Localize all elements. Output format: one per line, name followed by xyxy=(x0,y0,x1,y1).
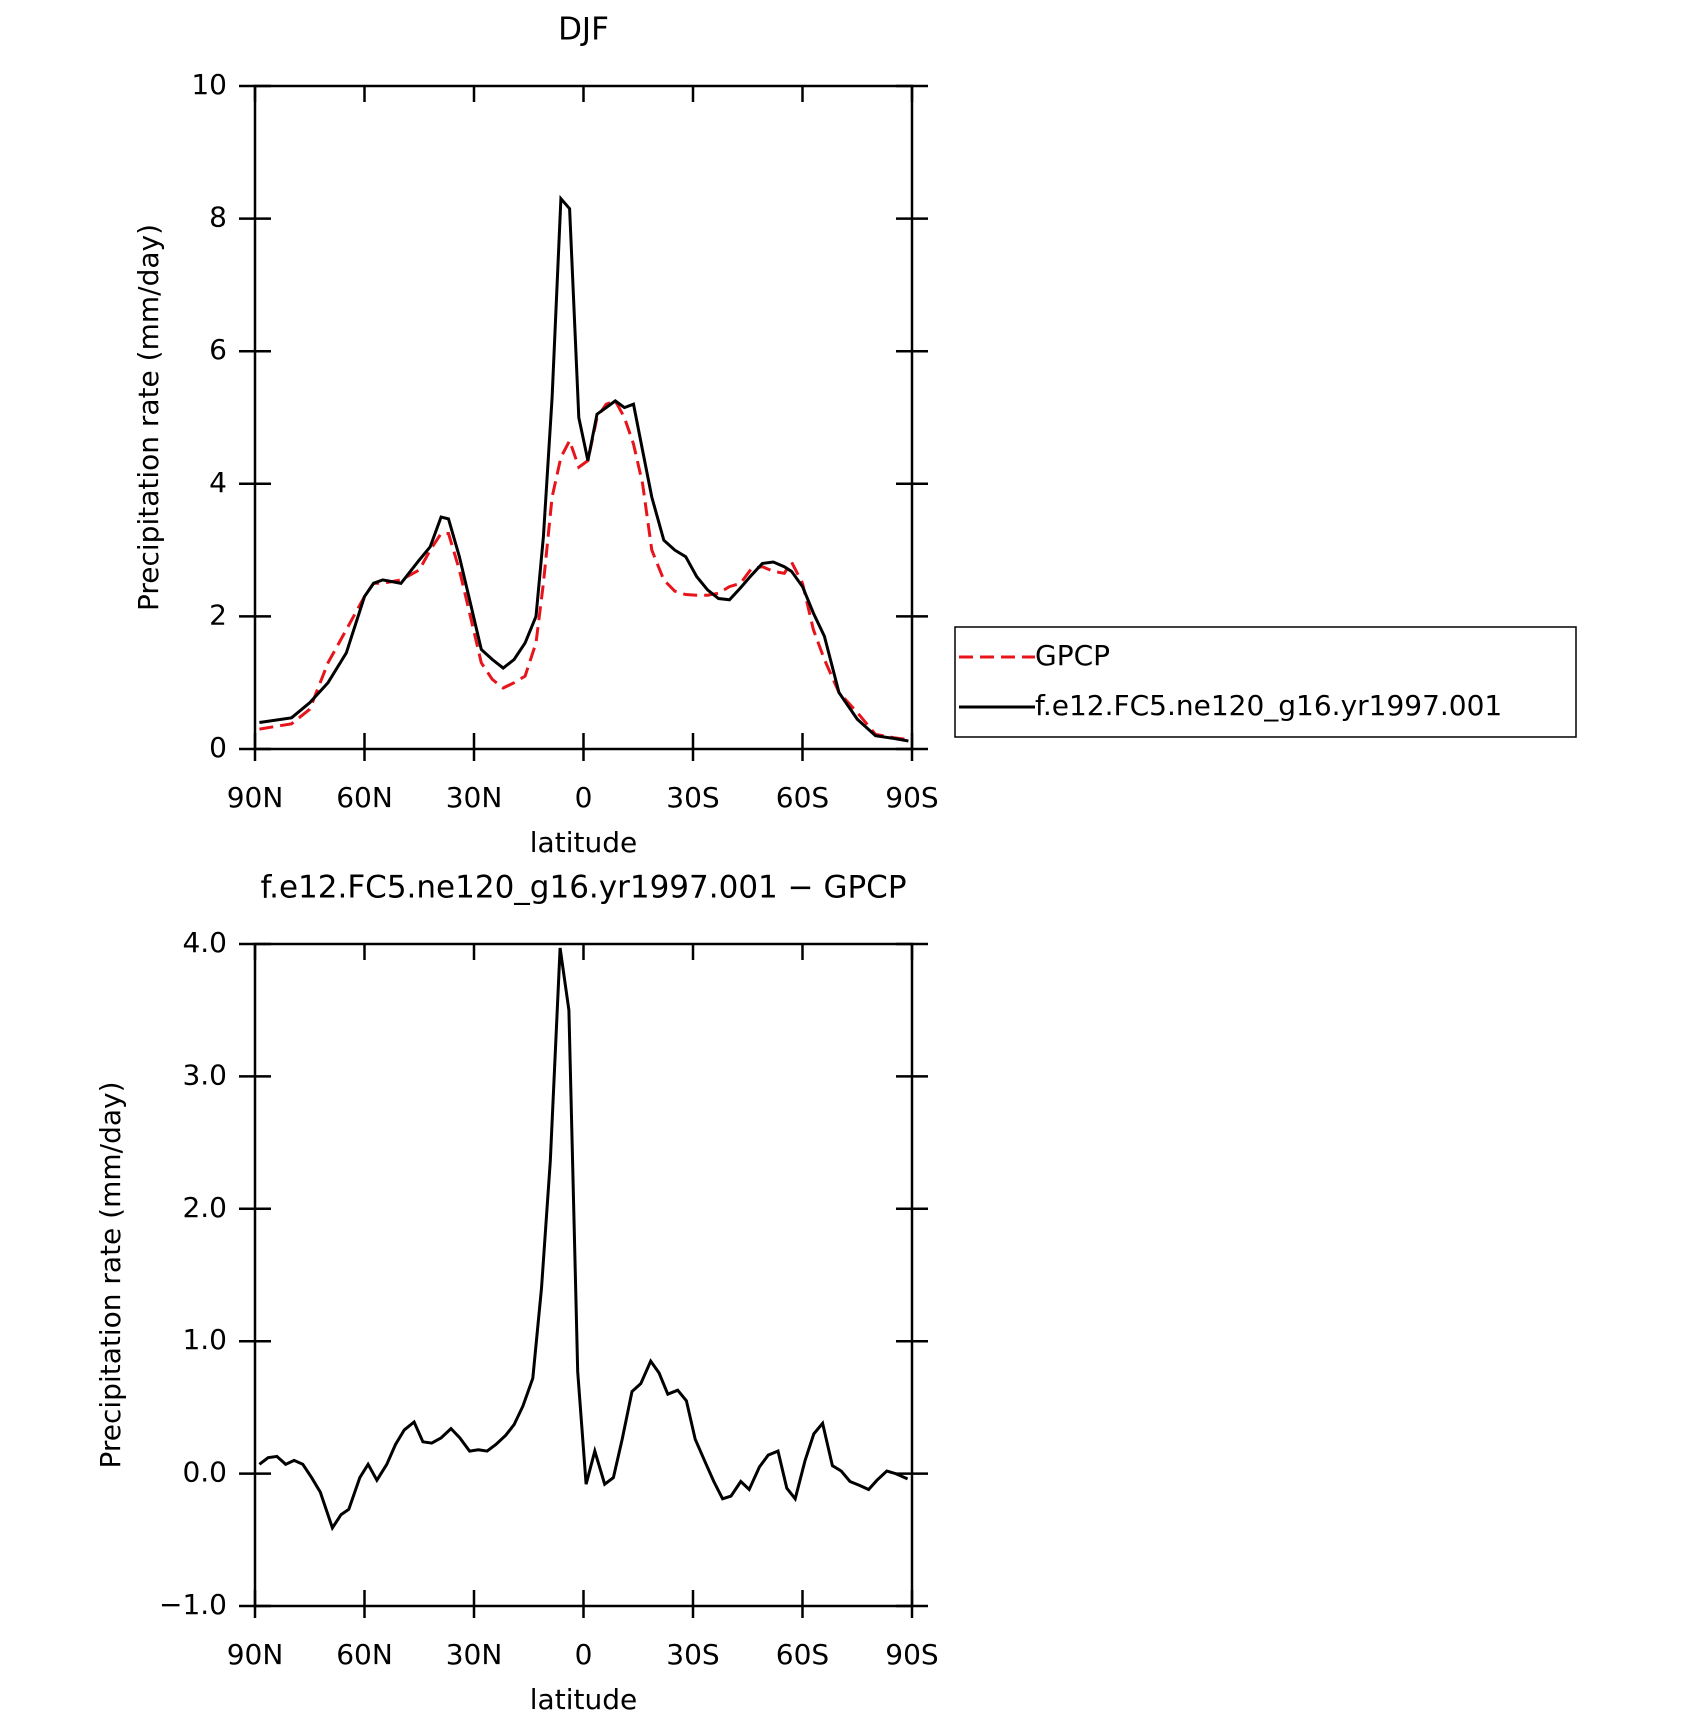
plot-frame xyxy=(253,942,914,1608)
x-tick-label: 0 xyxy=(575,1638,593,1671)
x-tick-label: 90N xyxy=(227,1638,284,1671)
x-tick-label: 90S xyxy=(885,1638,938,1671)
legend-box xyxy=(954,626,1577,738)
x-tick-label: 30S xyxy=(666,781,719,814)
x-tick-label: 90N xyxy=(227,781,284,814)
y-tick-label: 0.0 xyxy=(182,1456,227,1489)
x-tick-label: 0 xyxy=(575,781,593,814)
y-tick-label: 1.0 xyxy=(182,1323,227,1356)
legend-label: f.e12.FC5.ne120_g16.yr1997.001 xyxy=(1035,689,1502,722)
chart-title: f.e12.FC5.ne120_g16.yr1997.001 − GPCP xyxy=(260,870,906,906)
x-axis-label: latitude xyxy=(530,1683,637,1716)
y-tick-label: 2.0 xyxy=(182,1191,227,1224)
x-tick-label: 60N xyxy=(336,1638,393,1671)
y-axis-label: Precipitation rate (mm/day) xyxy=(94,1081,127,1468)
x-tick-label: 30S xyxy=(666,1638,719,1671)
y-axis-label: Precipitation rate (mm/day) xyxy=(132,224,165,611)
x-tick-label: 60S xyxy=(776,1638,829,1671)
y-tick-label: 3.0 xyxy=(182,1058,227,1091)
x-tick-label: 30N xyxy=(446,781,503,814)
x-axis-label: latitude xyxy=(530,826,637,859)
x-tick-label: 90S xyxy=(885,781,938,814)
plot-frame xyxy=(253,84,914,751)
data-line xyxy=(259,399,909,742)
x-tick-label: 30N xyxy=(446,1638,503,1671)
y-tick-label: 0 xyxy=(209,731,227,764)
y-tick-label: 8 xyxy=(209,201,227,234)
x-tick-label: 60S xyxy=(776,781,829,814)
data-line xyxy=(259,194,909,743)
y-tick-label: −1.0 xyxy=(159,1588,227,1621)
y-tick-label: 6 xyxy=(209,333,227,366)
legend-label: GPCP xyxy=(1035,639,1110,672)
y-tick-label: 2 xyxy=(209,598,227,631)
y-tick-label: 10 xyxy=(191,68,227,101)
x-tick-label: 60N xyxy=(336,781,393,814)
y-tick-label: 4 xyxy=(209,466,227,499)
chart-title: DJF xyxy=(558,12,609,48)
data-line xyxy=(258,947,909,1532)
y-tick-label: 4.0 xyxy=(182,926,227,959)
